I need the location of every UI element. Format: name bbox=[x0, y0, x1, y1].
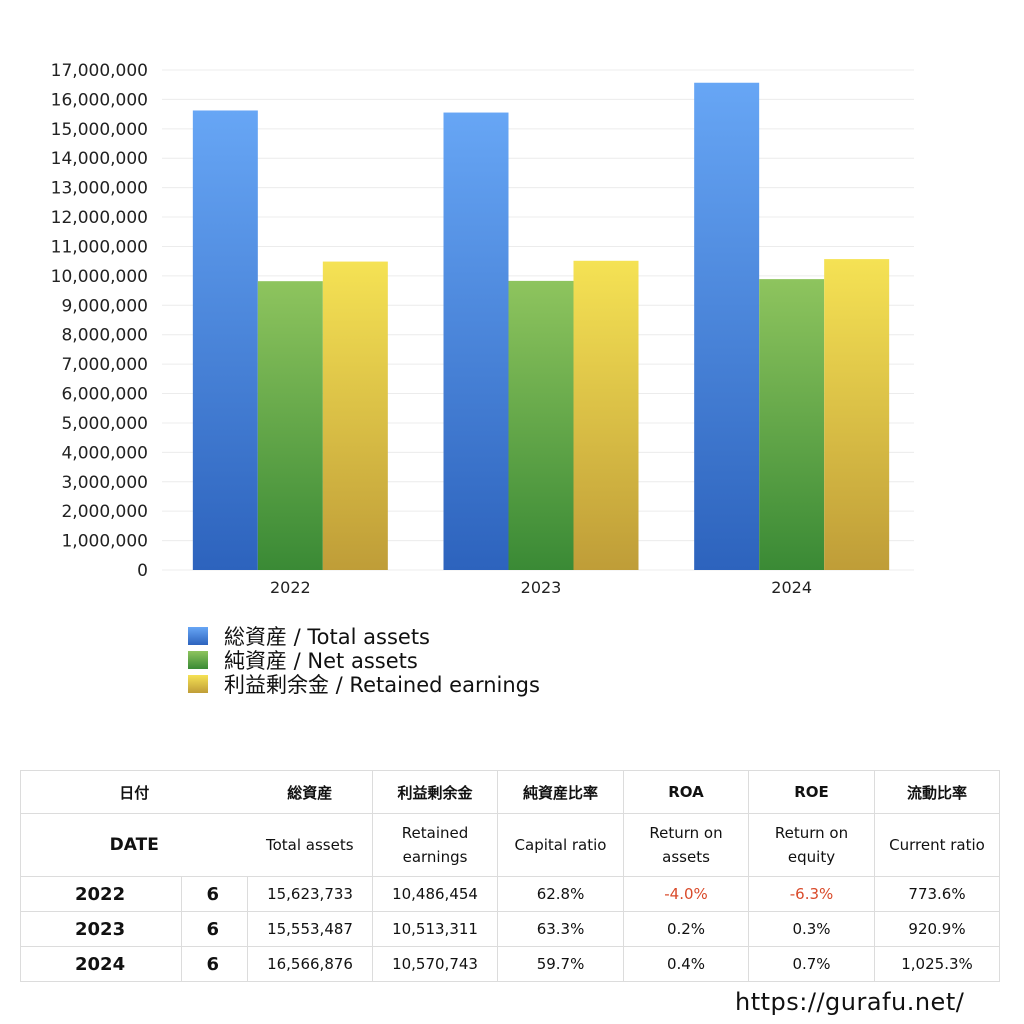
bar-chart: 0 1,000,000 2,000,000 3,000,000 4,000,000 5,0… bbox=[51, 61, 914, 597]
row-capital-ratio: 59.7% bbox=[497, 946, 625, 982]
bar bbox=[824, 259, 890, 570]
header-current-ratio-jp: 流動比率 bbox=[874, 770, 1001, 814]
y-tick-label: 1,000,000 bbox=[61, 532, 148, 552]
y-tick-label: 14,000,000 bbox=[51, 149, 148, 169]
row-current-ratio: 1,025.3% bbox=[874, 946, 1001, 982]
legend-swatch-retained-earnings bbox=[188, 675, 208, 693]
table-row: 2024 6 16,566,876 10,570,743 59.7% 0.4% … bbox=[20, 946, 1001, 982]
y-tick-label: 0 bbox=[137, 561, 148, 581]
row-roe: 0.7% bbox=[748, 946, 876, 982]
row-roe: -6.3% bbox=[748, 876, 876, 912]
row-total-assets: 16,566,876 bbox=[247, 946, 374, 982]
row-roa: 0.2% bbox=[623, 911, 750, 947]
row-current-ratio: 773.6% bbox=[874, 876, 1001, 912]
row-year: 2023 bbox=[20, 911, 182, 947]
header-roa-jp: ROA bbox=[623, 770, 750, 814]
legend-item-net-assets: 純資産 / Net assets bbox=[188, 648, 540, 673]
header-roa-en-line2: assets bbox=[662, 848, 710, 866]
header-date-en: DATE bbox=[19, 813, 248, 877]
y-tick-label: 2,000,000 bbox=[61, 502, 148, 522]
header-roe-en-line1: Return on bbox=[774, 824, 849, 842]
y-tick-label: 15,000,000 bbox=[51, 120, 148, 140]
header-total-assets-en: Total assets bbox=[247, 813, 374, 877]
y-tick-label: 13,000,000 bbox=[51, 179, 148, 199]
row-year: 2022 bbox=[20, 876, 182, 912]
row-roe: 0.3% bbox=[748, 911, 876, 947]
x-axis-ticks: 2022 2023 2024 bbox=[270, 578, 812, 597]
row-capital-ratio: 62.8% bbox=[497, 876, 625, 912]
bar bbox=[322, 261, 388, 570]
site-url: https://gurafu.net/ bbox=[735, 988, 965, 1016]
y-tick-label: 6,000,000 bbox=[61, 385, 148, 405]
table-header-jp: 日付 総資産 利益剰余金 純資産比率 ROA ROE 流動比率 bbox=[19, 770, 1001, 814]
legend-swatch-net-assets bbox=[188, 651, 208, 669]
y-tick-label: 5,000,000 bbox=[61, 414, 148, 434]
y-axis-ticks: 0 1,000,000 2,000,000 3,000,000 4,000,000 5,0… bbox=[51, 61, 148, 581]
legend-item-retained-earnings: 利益剰余金 / Retained earnings bbox=[188, 672, 540, 697]
header-total-assets-jp: 総資産 bbox=[247, 770, 374, 814]
row-roa: 0.4% bbox=[623, 946, 750, 982]
header-retained-en-line2: earnings bbox=[402, 848, 468, 866]
header-capital-ratio-en: Capital ratio bbox=[497, 813, 625, 877]
header-roa-en: Return on assets bbox=[623, 813, 750, 877]
y-tick-label: 7,000,000 bbox=[61, 355, 148, 375]
row-months: 6 bbox=[180, 946, 249, 982]
row-current-ratio: 920.9% bbox=[874, 911, 1001, 947]
bar bbox=[192, 110, 258, 570]
header-roe-en: Return on equity bbox=[748, 813, 876, 877]
legend-item-total-assets: 総資産 / Total assets bbox=[188, 624, 540, 649]
y-tick-label: 12,000,000 bbox=[51, 208, 148, 228]
x-tick-label: 2022 bbox=[270, 578, 311, 597]
header-retained-jp: 利益剰余金 bbox=[372, 770, 499, 814]
row-retained: 10,486,454 bbox=[372, 876, 499, 912]
legend-label: 総資産 / Total assets bbox=[224, 625, 430, 649]
table-row: 2022 6 15,623,733 10,486,454 62.8% -4.0%… bbox=[20, 876, 1001, 912]
bar bbox=[759, 279, 825, 570]
header-retained-en-line1: Retained bbox=[401, 824, 469, 842]
row-year: 2024 bbox=[20, 946, 182, 982]
row-months: 6 bbox=[180, 911, 249, 947]
header-roa-en-line1: Return on bbox=[649, 824, 723, 842]
table-row: 2023 6 15,553,487 10,513,311 63.3% 0.2% … bbox=[20, 911, 1001, 947]
header-date-jp: 日付 bbox=[19, 770, 248, 814]
header-retained-en: Retained earnings bbox=[372, 813, 499, 877]
x-tick-label: 2024 bbox=[771, 578, 812, 597]
bar bbox=[508, 280, 574, 570]
bar bbox=[573, 260, 639, 570]
y-tick-label: 3,000,000 bbox=[61, 473, 148, 493]
y-tick-label: 11,000,000 bbox=[51, 237, 148, 257]
y-tick-label: 4,000,000 bbox=[61, 443, 148, 463]
row-capital-ratio: 63.3% bbox=[497, 911, 625, 947]
row-retained: 10,570,743 bbox=[372, 946, 499, 982]
table-header-en: DATE Total assets Retained earnings Capit… bbox=[19, 813, 1001, 877]
y-tick-label: 10,000,000 bbox=[51, 267, 148, 287]
legend-label: 利益剰余金 / Retained earnings bbox=[224, 673, 540, 697]
y-tick-label: 16,000,000 bbox=[51, 90, 148, 110]
bars bbox=[192, 82, 890, 571]
y-tick-label: 9,000,000 bbox=[61, 296, 148, 316]
header-current-ratio-en: Current ratio bbox=[874, 813, 1001, 877]
header-roe-jp: ROE bbox=[748, 770, 876, 814]
x-tick-label: 2023 bbox=[521, 578, 562, 597]
row-months: 6 bbox=[180, 876, 249, 912]
y-tick-label: 17,000,000 bbox=[51, 61, 148, 81]
row-retained: 10,513,311 bbox=[372, 911, 499, 947]
y-tick-label: 8,000,000 bbox=[61, 326, 148, 346]
row-total-assets: 15,553,487 bbox=[247, 911, 374, 947]
bar bbox=[257, 281, 323, 570]
bar bbox=[694, 82, 760, 570]
legend: 総資産 / Total assets 純資産 / Net assets 利益剰余… bbox=[188, 624, 540, 697]
row-roa: -4.0% bbox=[623, 876, 750, 912]
row-total-assets: 15,623,733 bbox=[247, 876, 374, 912]
legend-swatch-total-assets bbox=[188, 627, 208, 645]
header-capital-ratio-jp: 純資産比率 bbox=[497, 770, 625, 814]
metrics-table: 日付 総資産 利益剰余金 純資産比率 ROA ROE 流動比率 DATE Tot… bbox=[19, 770, 1001, 982]
bar bbox=[443, 112, 509, 571]
header-roe-en-line2: equity bbox=[787, 848, 836, 866]
legend-label: 純資産 / Net assets bbox=[224, 649, 418, 673]
